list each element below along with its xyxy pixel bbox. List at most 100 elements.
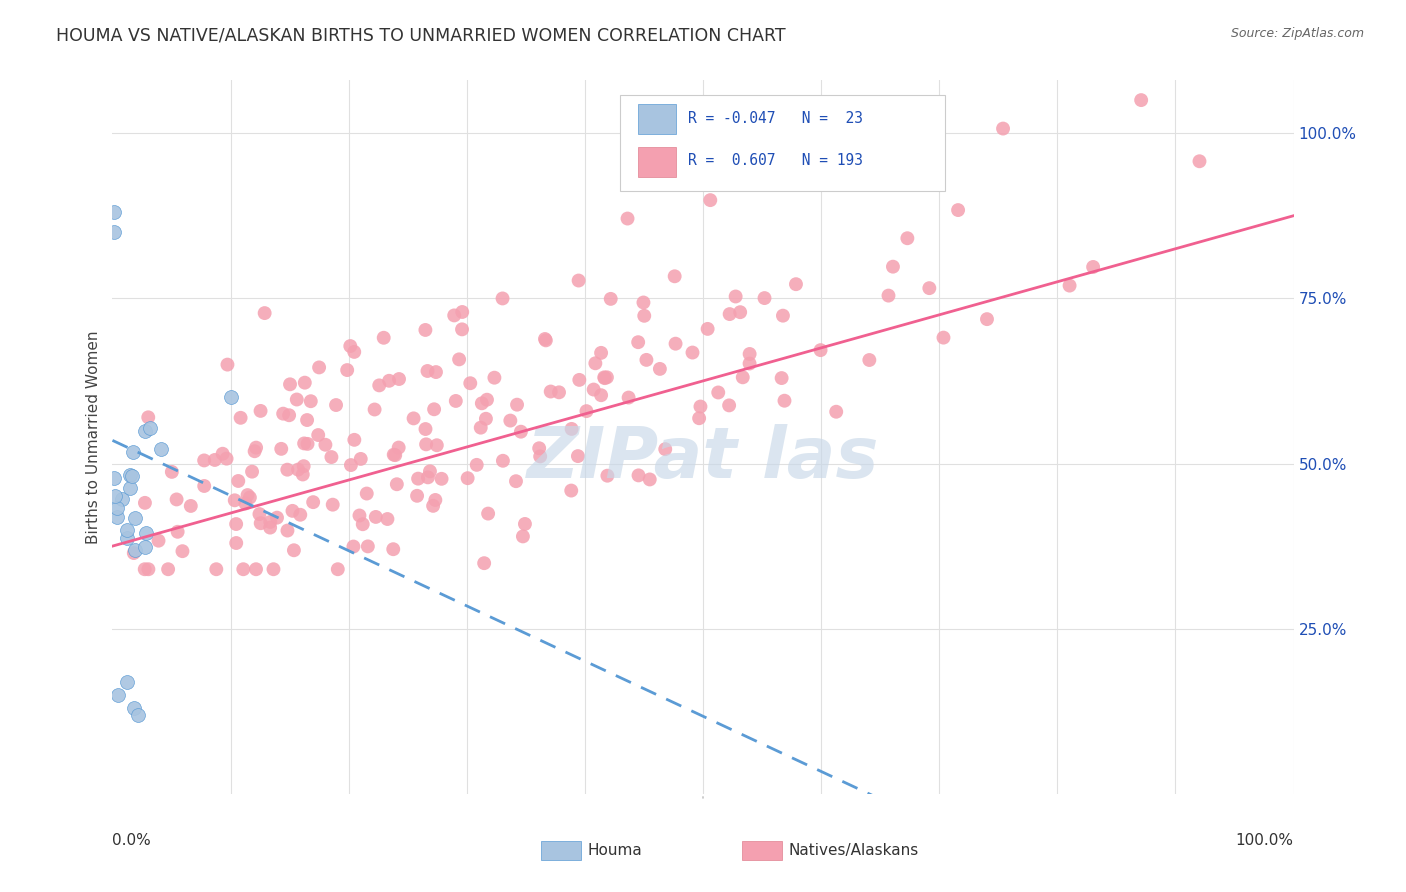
Point [773, 393, 796, 408]
Point [388, 372, 411, 386]
Point [350, 451, 373, 466]
Point [299, 394, 322, 409]
Point [357, 540, 380, 554]
Point [124, 510, 146, 524]
Point [458, 376, 481, 391]
Point [122, 701, 145, 715]
Point [243, 444, 266, 458]
Point [107, 688, 129, 702]
Point [425, 493, 447, 508]
Point [235, 496, 257, 510]
Point [477, 507, 499, 521]
Text: 100.0%: 100.0% [1236, 833, 1294, 848]
Point [149, 442, 172, 457]
Point [278, 409, 301, 423]
Point [239, 491, 262, 505]
Point [127, 707, 149, 722]
Point [281, 504, 304, 518]
Point [627, 468, 650, 483]
Point [449, 352, 471, 367]
Point [785, 277, 807, 292]
Point [135, 526, 157, 541]
Point [724, 289, 747, 303]
Point [249, 507, 271, 521]
Point [810, 343, 832, 358]
Point [349, 508, 371, 523]
Point [858, 353, 880, 368]
Point [707, 385, 730, 400]
Point [457, 471, 479, 485]
Point [363, 402, 385, 417]
Point [364, 510, 387, 524]
Point [738, 347, 761, 361]
Point [307, 428, 329, 442]
Point [180, 499, 202, 513]
Point [294, 376, 316, 390]
Point [217, 358, 239, 372]
Point [484, 370, 506, 384]
Point [232, 562, 254, 576]
Point [368, 378, 391, 392]
Text: R = -0.047   N =  23: R = -0.047 N = 23 [688, 111, 863, 126]
Point [115, 523, 138, 537]
Point [193, 479, 215, 493]
Point [138, 562, 160, 576]
Point [465, 458, 488, 472]
Point [343, 433, 366, 447]
Point [877, 288, 900, 302]
Point [1081, 260, 1104, 274]
Point [253, 306, 276, 320]
Point [509, 425, 531, 439]
Point [263, 562, 285, 576]
Point [492, 454, 515, 468]
Point [352, 517, 374, 532]
Point [718, 398, 741, 412]
Point [505, 474, 527, 488]
Point [560, 483, 582, 498]
Point [567, 449, 589, 463]
Point [648, 362, 671, 376]
Point [249, 404, 271, 418]
Point [240, 465, 263, 479]
Point [596, 370, 619, 384]
Point [627, 335, 650, 350]
Point [568, 273, 591, 287]
Point [292, 436, 315, 450]
Point [416, 470, 439, 484]
Point [561, 422, 583, 436]
Point [451, 322, 474, 336]
Point [772, 309, 794, 323]
Point [166, 524, 188, 539]
Point [1130, 93, 1153, 107]
Point [136, 410, 159, 425]
Point [118, 481, 141, 495]
Point [157, 562, 180, 576]
Point [491, 292, 513, 306]
Point [896, 231, 918, 245]
Point [249, 516, 271, 531]
Point [534, 332, 557, 346]
Point [738, 357, 761, 371]
Point [134, 541, 156, 555]
Point [728, 305, 751, 319]
Point [205, 562, 228, 576]
Point [633, 309, 655, 323]
Point [111, 491, 134, 506]
Text: Source: ZipAtlas.com: Source: ZipAtlas.com [1230, 27, 1364, 40]
Point [664, 336, 686, 351]
FancyBboxPatch shape [638, 146, 676, 177]
Point [382, 448, 405, 462]
Point [322, 498, 344, 512]
Point [444, 393, 467, 408]
Point [103, 471, 125, 485]
Point [976, 312, 998, 326]
Point [278, 377, 301, 392]
Point [825, 405, 848, 419]
Point [115, 531, 138, 545]
Point [406, 472, 429, 486]
Point [259, 515, 281, 529]
Point [591, 346, 613, 360]
Point [932, 330, 955, 344]
Point [638, 472, 661, 486]
Point [122, 546, 145, 560]
